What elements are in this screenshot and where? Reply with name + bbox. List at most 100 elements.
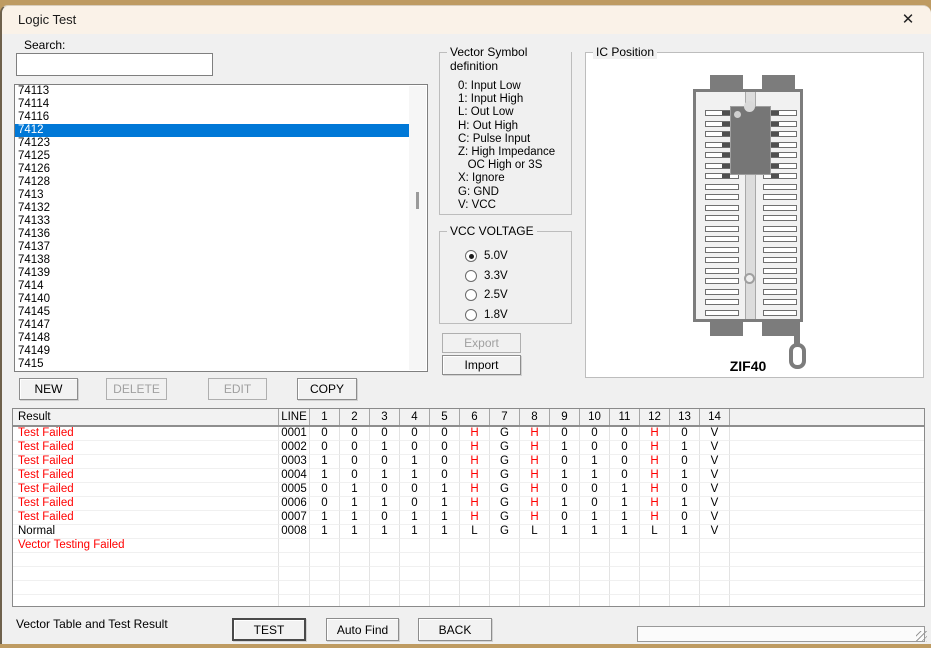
list-item[interactable]: 7415 — [18, 358, 44, 370]
socket-lever-handle — [789, 343, 806, 369]
table-row[interactable]: Test Failed 0001 0 0 0 0 0 H G H 0 0 0 H 0 V — [13, 427, 924, 441]
close-icon[interactable]: ✕ — [901, 11, 915, 28]
value-cell: 0 — [580, 483, 610, 497]
table-header-cell[interactable]: 9 — [550, 409, 580, 425]
table-row[interactable]: Test Failed 0006 0 1 1 0 1 H G H 1 0 1 H 1 V — [13, 497, 924, 511]
copy-button[interactable]: COPY — [297, 378, 357, 400]
new-button[interactable]: NEW — [19, 378, 78, 400]
list-scrollbar[interactable] — [409, 86, 426, 370]
list-item[interactable]: 74128 — [18, 176, 50, 188]
table-header-cell[interactable]: 14 — [700, 409, 730, 425]
table-header-cell[interactable]: 10 — [580, 409, 610, 425]
value-cell: 0 — [430, 469, 460, 483]
result-cell: Vector Testing Failed — [13, 539, 279, 553]
empty-cell — [730, 553, 924, 567]
list-item[interactable]: 74138 — [18, 254, 50, 266]
result-cell: Test Failed — [13, 511, 279, 525]
pin-slot — [705, 204, 739, 211]
table-header-cell[interactable]: LINE — [279, 409, 310, 425]
vcc-radio-5.0V[interactable]: 5.0V — [465, 249, 508, 263]
table-row[interactable]: Normal 0008 1 1 1 1 1 L G L 1 1 1 L 1 V — [13, 525, 924, 539]
table-header-cell[interactable]: 3 — [370, 409, 400, 425]
value-cell: 1 — [400, 469, 430, 483]
export-button[interactable]: Export — [442, 333, 521, 353]
test-button[interactable]: TEST — [232, 618, 306, 641]
delete-button[interactable]: DELETE — [106, 378, 167, 400]
vcc-radio-3.3V[interactable]: 3.3V — [465, 269, 508, 283]
table-header-cell[interactable]: 7 — [490, 409, 520, 425]
list-item[interactable]: 7413 — [18, 189, 44, 201]
value-cell — [700, 539, 730, 553]
auto-find-button[interactable]: Auto Find — [326, 618, 399, 641]
list-item[interactable]: 74132 — [18, 202, 50, 214]
edit-button[interactable]: EDIT — [208, 378, 267, 400]
pin-slot — [705, 299, 739, 305]
search-input[interactable] — [16, 53, 213, 76]
resize-grip[interactable] — [916, 631, 927, 642]
ic-listbox[interactable]: 74113 74114 74116 7412 74123 74125 74126 74128 7… — [14, 84, 428, 372]
table-header-cell[interactable]: 8 — [520, 409, 550, 425]
vcc-radio-1.8V[interactable]: 1.8V — [465, 308, 508, 322]
list-item[interactable]: 74123 — [18, 137, 50, 149]
back-button[interactable]: BACK — [418, 618, 492, 641]
table-header-cell — [730, 409, 924, 425]
value-cell: G — [490, 483, 520, 497]
list-item[interactable]: 74137 — [18, 241, 50, 253]
table-header-cell[interactable]: 13 — [670, 409, 700, 425]
import-button[interactable]: Import — [442, 355, 521, 375]
list-item[interactable]: 74126 — [18, 163, 50, 175]
value-cell: 1 — [430, 483, 460, 497]
scrollbar-thumb[interactable] — [416, 192, 419, 209]
list-item[interactable]: 74136 — [18, 228, 50, 240]
list-item[interactable]: 7414 — [18, 280, 44, 292]
list-item[interactable]: 74145 — [18, 306, 50, 318]
table-header-cell[interactable]: 4 — [400, 409, 430, 425]
empty-cell — [460, 581, 490, 595]
table-row[interactable]: Test Failed 0007 1 1 0 1 1 H G H 0 1 1 H 0 V — [13, 511, 924, 525]
value-cell — [460, 539, 490, 553]
list-item[interactable]: 74113 — [18, 85, 50, 97]
empty-cell — [400, 595, 430, 606]
line-cell: 0008 — [279, 525, 310, 539]
table-header-cell[interactable]: 2 — [340, 409, 370, 425]
list-item[interactable]: 74116 — [18, 111, 50, 123]
table-row[interactable]: Test Failed 0002 0 0 1 0 0 H G H 1 0 0 H 1 V — [13, 441, 924, 455]
empty-cell — [370, 553, 400, 567]
empty-cell — [370, 595, 400, 606]
list-item[interactable]: 74147 — [18, 319, 50, 331]
table-row[interactable]: Test Failed 0005 0 1 0 0 1 H G H 0 0 1 H 0 V — [13, 483, 924, 497]
table-row[interactable]: Test Failed 0004 1 0 1 1 0 H G H 1 1 0 H 1 V — [13, 469, 924, 483]
empty-cell — [700, 567, 730, 581]
pin-slot — [763, 183, 797, 190]
vector-table[interactable]: Result LINE 1 2 3 4 5 6 7 8 9 10 11 12 13 14 Test Failed… — [12, 408, 925, 607]
list-item[interactable]: 74148 — [18, 332, 50, 344]
pin-slot — [763, 173, 797, 179]
socket-lever — [794, 320, 800, 345]
list-item[interactable]: 74133 — [18, 215, 50, 227]
vcc-radio-2.5V[interactable]: 2.5V — [465, 288, 508, 302]
table-row[interactable]: Test Failed 0003 1 0 0 1 0 H G H 0 1 0 H 0 V — [13, 455, 924, 469]
value-cell: 0 — [340, 455, 370, 469]
empty-cell — [340, 581, 370, 595]
list-item[interactable]: 74125 — [18, 150, 50, 162]
list-item[interactable]: 74139 — [18, 267, 50, 279]
list-item[interactable]: 74149 — [18, 345, 50, 357]
window-title: Logic Test — [18, 12, 77, 27]
table-row[interactable]: Vector Testing Failed — [13, 539, 924, 553]
empty-cell — [430, 595, 460, 606]
table-header-cell[interactable]: 11 — [610, 409, 640, 425]
table-header-cell[interactable]: Result — [13, 409, 279, 425]
vcc-voltage-groupbox: VCC VOLTAGE 5.0V 3.3V 2.5V 1.8V — [439, 224, 572, 324]
table-empty-row — [13, 567, 924, 581]
table-header-cell[interactable]: 5 — [430, 409, 460, 425]
value-cell — [730, 469, 924, 483]
value-cell: G — [490, 497, 520, 511]
table-header-cell[interactable]: 6 — [460, 409, 490, 425]
list-item[interactable]: 74140 — [18, 293, 50, 305]
table-header-cell[interactable]: 1 — [310, 409, 340, 425]
value-cell: H — [520, 497, 550, 511]
value-cell: 0 — [340, 427, 370, 441]
table-header-cell[interactable]: 12 — [640, 409, 670, 425]
list-item[interactable]: 7412 — [15, 124, 409, 137]
list-item[interactable]: 74114 — [18, 98, 50, 110]
